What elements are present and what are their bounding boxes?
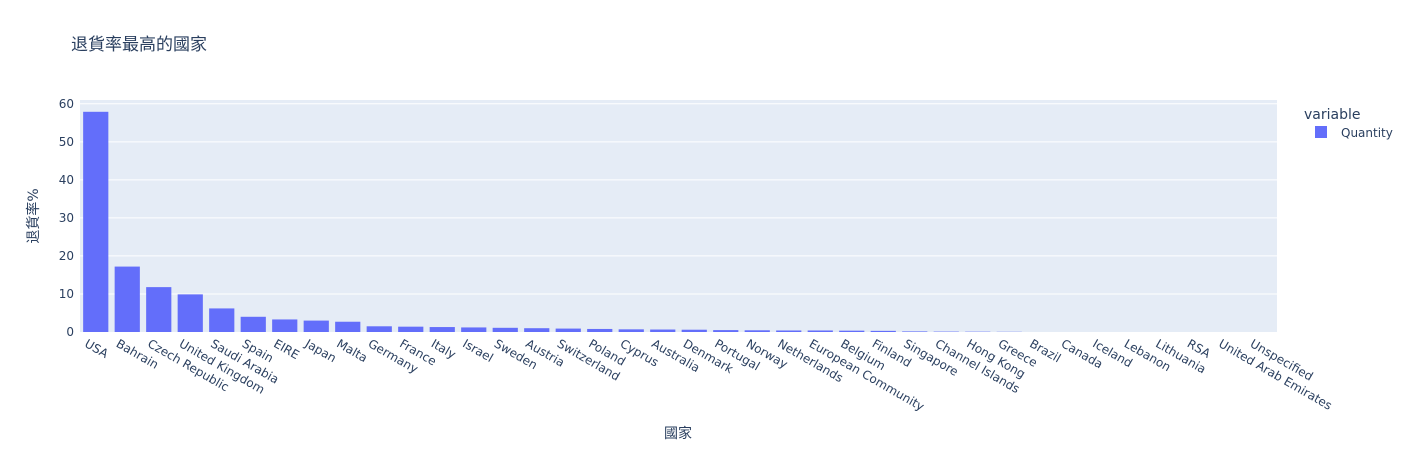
y-tick-label: 60 [59, 97, 74, 111]
bar-united-kingdom[interactable] [177, 294, 203, 332]
bar-usa[interactable] [83, 111, 109, 332]
bar-belgium[interactable] [839, 330, 865, 332]
x-axis-title: 國家 [664, 425, 692, 442]
y-tick-label: 50 [59, 135, 74, 149]
bar-singapore[interactable] [902, 331, 928, 332]
grid-lines [80, 103, 1277, 295]
bar-israel[interactable] [461, 327, 487, 332]
bar-sweden[interactable] [492, 327, 518, 332]
bar-spain[interactable] [240, 316, 266, 332]
bar-bahrain[interactable] [114, 266, 140, 332]
bar-italy[interactable] [429, 327, 455, 332]
legend-title: variable [1304, 107, 1360, 123]
y-axis-ticks: 0 10 20 30 40 50 60 [59, 97, 74, 339]
bar-netherlands[interactable] [776, 330, 802, 332]
bar-saudi-arabia[interactable] [209, 308, 235, 332]
x-tick-label: Israel [460, 336, 495, 365]
x-tick-label: Japan [302, 336, 339, 365]
y-tick-label: 30 [59, 211, 74, 225]
bar-denmark[interactable] [681, 329, 707, 332]
x-tick-label: Malta [334, 336, 370, 365]
legend[interactable]: variable Quantity [1304, 107, 1393, 140]
y-tick-label: 0 [66, 325, 74, 339]
y-axis-title: 退貨率% [25, 188, 42, 243]
y-tick-label: 20 [59, 249, 74, 263]
bar-finland[interactable] [870, 330, 896, 332]
bar-portugal[interactable] [713, 330, 739, 332]
chart-title: 退貨率最高的國家 [71, 35, 207, 55]
legend-swatch-quantity[interactable] [1315, 126, 1327, 138]
bar-european-community[interactable] [807, 330, 833, 332]
x-tick-label: USA [82, 336, 111, 361]
bar-norway[interactable] [744, 330, 770, 332]
bar-eire[interactable] [272, 319, 298, 332]
bar-cyprus[interactable] [618, 329, 644, 332]
legend-item-quantity[interactable]: Quantity [1341, 126, 1393, 140]
bar-australia[interactable] [650, 329, 676, 332]
bar-france[interactable] [398, 326, 424, 332]
y-tick-label: 40 [59, 173, 74, 187]
bar-switzerland[interactable] [555, 328, 581, 332]
plot-background [80, 100, 1277, 332]
bar-japan[interactable] [303, 320, 329, 332]
bar-austria[interactable] [524, 328, 550, 332]
bar-malta[interactable] [335, 321, 361, 332]
bar-germany[interactable] [366, 326, 392, 332]
x-tick-label: EIRE [271, 336, 301, 362]
bar-czech-republic[interactable] [146, 287, 172, 332]
y-tick-label: 10 [59, 287, 74, 301]
bar-poland[interactable] [587, 328, 613, 332]
bars[interactable] [83, 111, 1022, 332]
